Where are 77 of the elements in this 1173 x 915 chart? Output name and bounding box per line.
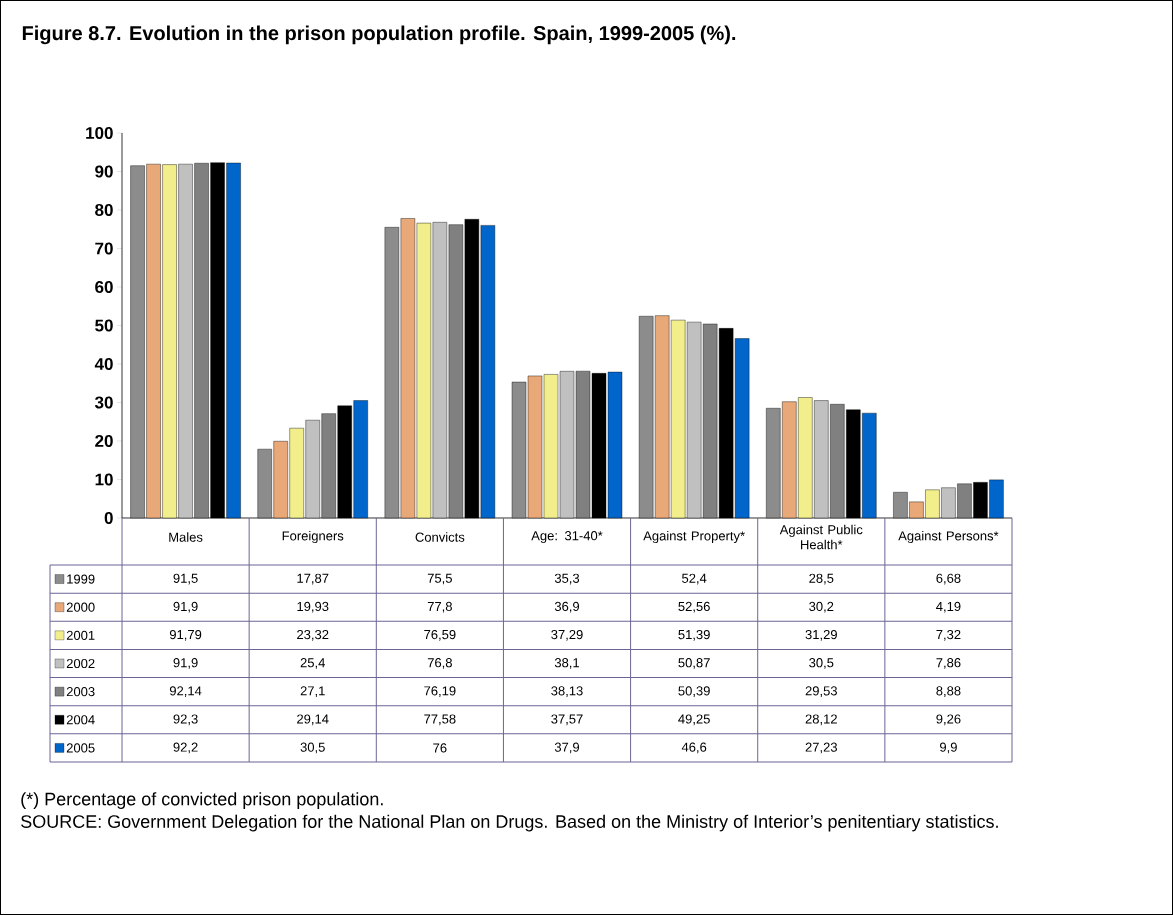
data-label: 76,19 (424, 686, 456, 697)
y-tick-label: 20 (95, 434, 113, 448)
source-note: SOURCE: Government Delegation for the National Plan on Drugs. Based on the Ministry of Interior’s penitentiary statistics. (21, 814, 998, 832)
data-label: 7,86 (936, 658, 961, 669)
data-label: 17,87 (297, 573, 329, 585)
data-label: 92,3 (173, 714, 198, 726)
y-tick-label: 10 (95, 473, 113, 486)
data-label: 28,5 (809, 573, 834, 585)
y-tick-label: 80 (95, 203, 113, 217)
y-tick-label: 70 (95, 242, 113, 255)
data-label: 31,29 (805, 629, 837, 641)
legend-label: 2000 (66, 602, 95, 612)
data-label: 30,5 (809, 658, 834, 669)
data-label: 38,13 (551, 686, 583, 697)
data-label: 27,1 (300, 686, 325, 697)
y-tick-label: 0 (104, 511, 113, 525)
data-label: 49,25 (678, 714, 710, 726)
data-label: 77,8 (427, 601, 452, 613)
y-tick-label: 100 (86, 126, 113, 140)
data-label: 30,5 (300, 742, 325, 754)
y-tick-label: 40 (94, 357, 113, 371)
data-label: 52,56 (678, 601, 710, 613)
data-label: 91,5 (173, 573, 198, 585)
x-tick-label: Against Persons* (898, 530, 999, 544)
data-label: 76 (433, 743, 447, 753)
legend-label: 2002 (66, 658, 95, 669)
data-label: 37,57 (551, 714, 583, 726)
data-label: 29,53 (805, 686, 837, 697)
y-tick-label: 50 (95, 319, 113, 332)
legend-label: 2005 (66, 743, 95, 753)
data-label: 36,9 (554, 601, 580, 613)
data-label: 23,32 (297, 629, 329, 641)
x-tick-label: Convicts (415, 532, 465, 542)
data-label: 76,59 (424, 629, 456, 641)
data-label: 38,1 (554, 658, 580, 669)
y-tick-label: 60 (95, 280, 113, 294)
data-label: 91,9 (173, 601, 198, 613)
x-tick-label: Foreigners (282, 530, 344, 544)
data-label: 50,87 (678, 658, 710, 669)
data-label: 77,58 (424, 714, 456, 726)
data-label: 29,14 (297, 714, 329, 726)
data-label: 91,79 (169, 629, 202, 641)
data-label: 92,2 (173, 742, 198, 754)
data-label: 35,3 (554, 573, 580, 585)
data-label: 9,26 (936, 714, 961, 726)
data-label: 7,32 (936, 629, 961, 641)
legend-label: 2001 (66, 630, 95, 640)
legend-label: 2003 (66, 687, 95, 697)
x-tick-label: Age: 31-40* (531, 531, 603, 543)
data-label: 51,39 (678, 629, 710, 641)
data-label: 28,12 (805, 714, 837, 726)
data-label: 75,5 (427, 573, 452, 585)
data-label: 25,4 (300, 658, 325, 669)
x-tick-label: Against Public Health* (779, 524, 863, 550)
x-tick-label: Against Property* (643, 530, 745, 544)
data-label: 46,6 (681, 742, 707, 754)
text: (*) Percentage of convicted prison population. (21, 792, 383, 809)
data-label: 76,8 (427, 658, 452, 669)
data-label: 37,9 (554, 742, 580, 754)
data-label: 52,4 (682, 573, 707, 585)
data-label: 27,23 (805, 742, 837, 754)
data-label: 6,68 (936, 573, 961, 585)
legend-label: 1999 (67, 574, 95, 584)
data-label: 9,9 (940, 742, 957, 754)
y-tick-label: 90 (95, 165, 113, 178)
data-label: 8,88 (936, 686, 961, 697)
data-label: 91,9 (173, 658, 198, 669)
y-tick-label: 30 (94, 396, 113, 409)
legend-label: 2004 (66, 715, 95, 725)
data-label: 30,2 (809, 601, 834, 613)
data-label: 19,93 (297, 601, 329, 613)
x-tick-label: Males (169, 532, 203, 542)
data-label: 50,39 (678, 686, 710, 697)
chart-title: Figure 8.7. Evolution in the prison population profile. Spain, 1999-2005 (%). (22, 25, 736, 45)
data-label: 37,29 (551, 629, 583, 641)
data-label: 92,14 (169, 686, 202, 697)
data-label: 4,19 (936, 601, 961, 613)
